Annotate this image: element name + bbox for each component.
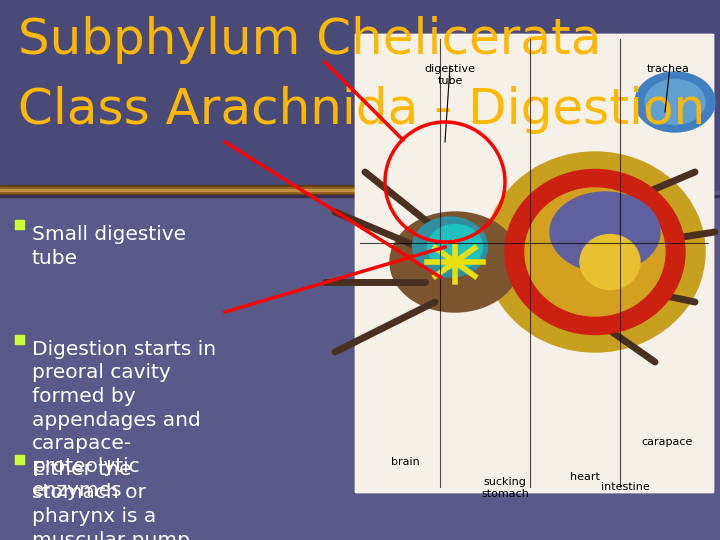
Ellipse shape bbox=[428, 225, 482, 269]
Bar bbox=[0, 185, 500, 195]
Ellipse shape bbox=[390, 212, 520, 312]
Bar bbox=[15, 455, 24, 464]
Ellipse shape bbox=[485, 152, 705, 352]
Text: Subphylum Chelicerata: Subphylum Chelicerata bbox=[18, 16, 601, 64]
Text: heart: heart bbox=[570, 472, 600, 482]
Text: trachea: trachea bbox=[647, 64, 690, 74]
Text: Class Arachnida - Digestion: Class Arachnida - Digestion bbox=[18, 86, 706, 134]
Bar bbox=[0, 187, 500, 193]
Bar bbox=[0, 0, 720, 190]
Text: digestive
tube: digestive tube bbox=[425, 64, 475, 86]
Ellipse shape bbox=[635, 72, 715, 132]
Ellipse shape bbox=[413, 217, 487, 277]
Bar bbox=[15, 220, 24, 229]
Ellipse shape bbox=[645, 79, 705, 125]
Text: Either the
stomach or
pharynx is a
muscular pump: Either the stomach or pharynx is a muscu… bbox=[32, 460, 190, 540]
Ellipse shape bbox=[525, 188, 665, 316]
Bar bbox=[355, 34, 713, 492]
Text: Small digestive
tube: Small digestive tube bbox=[32, 225, 186, 267]
Text: intestine: intestine bbox=[600, 482, 649, 492]
Bar bbox=[15, 335, 24, 344]
Ellipse shape bbox=[580, 234, 640, 289]
Ellipse shape bbox=[550, 192, 660, 272]
Text: carapace: carapace bbox=[642, 437, 693, 447]
Ellipse shape bbox=[505, 170, 685, 334]
Bar bbox=[0, 195, 720, 197]
Text: Digestion starts in
preoral cavity
formed by
appendages and
carapace-
proteolyti: Digestion starts in preoral cavity forme… bbox=[32, 340, 216, 500]
Text: brain: brain bbox=[391, 457, 419, 467]
Text: sucking
stomach: sucking stomach bbox=[481, 477, 529, 498]
Bar bbox=[355, 34, 713, 492]
Bar bbox=[0, 189, 500, 191]
